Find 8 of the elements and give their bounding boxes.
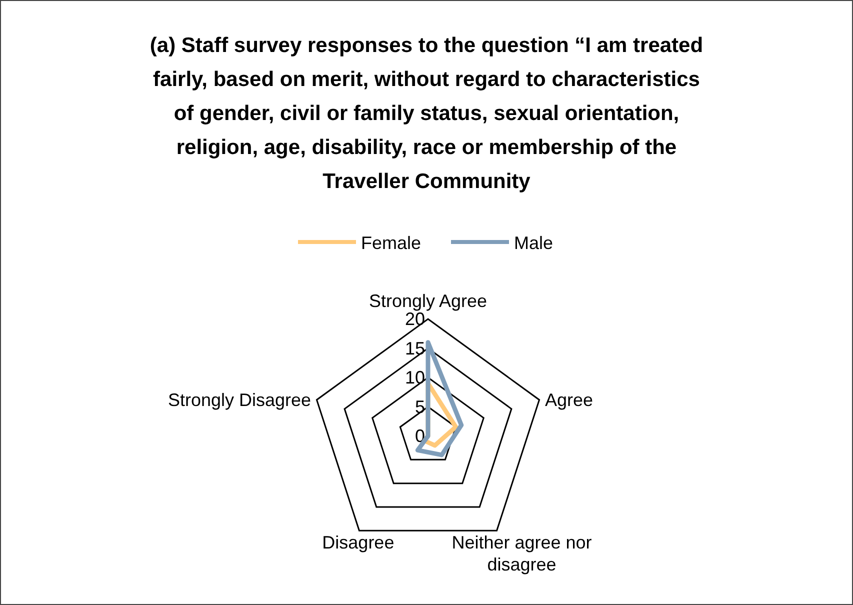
legend-label: Female	[361, 233, 422, 253]
legend-label: Male	[514, 233, 554, 253]
spoke-label: Neither agree nor disagree	[452, 532, 592, 575]
spoke-label: Disagree	[322, 532, 394, 553]
spoke-label: Strongly Disagree	[168, 390, 312, 410]
chart-title: (a) Staff survey responses to the question “I am treated fairly, based on merit, without regard to characteristics of gender, civil or family status, sexual orientation, religion, age, disability, race or membership of the Traveller Community	[150, 34, 704, 193]
spoke-label: Strongly Agree	[368, 291, 488, 311]
spoke-label: Agree	[544, 390, 594, 410]
